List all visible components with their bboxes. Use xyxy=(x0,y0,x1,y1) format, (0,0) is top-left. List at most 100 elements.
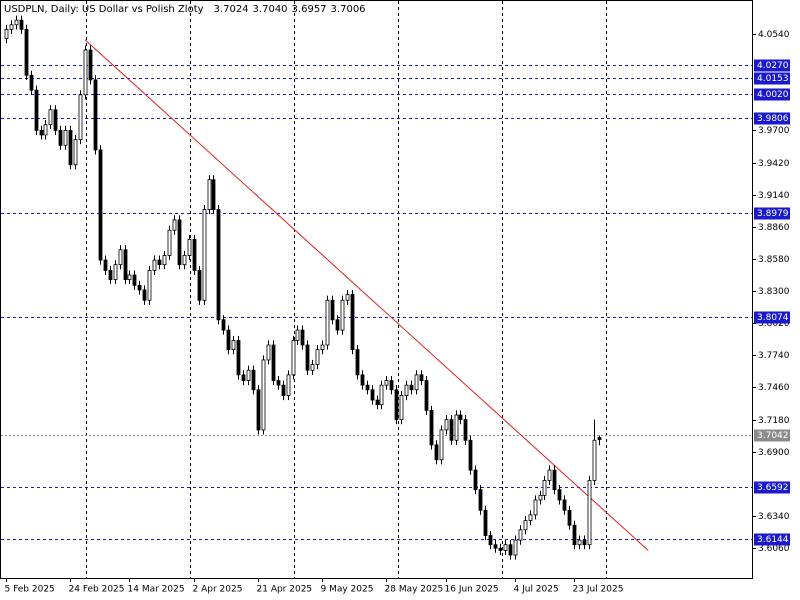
candle-body xyxy=(236,340,241,376)
candle-body xyxy=(523,520,528,531)
ohlc-value: 3.6957 xyxy=(292,4,327,15)
x-tick-label: 9 May 2025 xyxy=(321,585,374,595)
y-tick-label: 3.8580 xyxy=(758,255,790,265)
candle-body xyxy=(365,384,370,391)
candle-body xyxy=(83,49,88,96)
candle-body xyxy=(572,524,577,546)
level-label-bg xyxy=(754,72,790,85)
candle-body xyxy=(429,410,434,446)
candle-body xyxy=(256,389,261,431)
chart-title: USDPLN, Daily: US Dollar vs Polish Zloty… xyxy=(4,4,366,15)
candle-body xyxy=(468,439,473,471)
x-tick-label: 14 Mar 2025 xyxy=(128,585,185,595)
candle-body xyxy=(88,49,93,81)
candle-body xyxy=(226,329,231,351)
candle-body xyxy=(221,319,226,331)
candle-body xyxy=(582,539,587,546)
candle-body xyxy=(394,389,399,421)
symbol-title: USDPLN, Daily: US Dollar vs Polish Zloty xyxy=(4,4,204,15)
y-tick-label: 3.6900 xyxy=(758,448,790,458)
candle-body xyxy=(340,299,345,331)
current-price-bg xyxy=(754,429,790,442)
candle-body xyxy=(197,270,202,301)
candle-body xyxy=(409,384,414,391)
ohlc-value: 3.7024 xyxy=(214,4,249,15)
x-tick-label: 16 Jun 2025 xyxy=(445,585,499,595)
candle-body xyxy=(127,274,132,280)
candle-body xyxy=(68,129,73,166)
candle-body xyxy=(231,340,236,351)
candle-body xyxy=(19,19,24,30)
candle-body xyxy=(404,384,409,396)
candle-body xyxy=(518,529,523,541)
vertical-grid xyxy=(86,1,607,578)
candle-body xyxy=(384,380,389,386)
candle-body xyxy=(202,209,207,301)
candle-body xyxy=(557,489,562,501)
candle-body xyxy=(142,289,147,301)
candle-body xyxy=(315,349,320,365)
candle-body xyxy=(157,259,162,266)
candle-body xyxy=(444,419,449,431)
candle-body xyxy=(547,469,552,481)
level-label-bg xyxy=(754,207,790,220)
candle-body xyxy=(577,539,582,546)
candle-body xyxy=(261,359,266,431)
candle-body xyxy=(29,74,34,91)
y-tick-label: 3.7740 xyxy=(758,351,790,361)
candle-body xyxy=(147,270,152,301)
x-tick-label: 21 Apr 2025 xyxy=(257,585,313,595)
candle-body xyxy=(473,469,478,491)
candle-body xyxy=(24,28,29,76)
level-label-bg xyxy=(754,311,790,324)
y-tick-label: 4.0540 xyxy=(758,30,790,40)
candle-body xyxy=(34,89,39,131)
candle-body xyxy=(552,469,557,491)
candle-body xyxy=(39,129,44,136)
plot-frame xyxy=(0,0,753,579)
candle-body xyxy=(93,79,98,151)
candle-body xyxy=(162,255,167,266)
level-label-bg xyxy=(754,59,790,72)
candle-body xyxy=(345,294,350,301)
candle-body xyxy=(9,24,14,30)
candle-body xyxy=(597,437,602,440)
candle-body xyxy=(538,494,543,501)
candle-body xyxy=(108,270,113,280)
candle-body xyxy=(4,28,9,39)
level-label-bg xyxy=(754,481,790,494)
candle-body xyxy=(167,229,172,256)
candle-body xyxy=(211,179,216,210)
ohlc-value: 3.7006 xyxy=(331,4,366,15)
y-tick-label: 3.7460 xyxy=(758,383,790,393)
candle-body xyxy=(379,384,384,406)
candle-body xyxy=(182,255,187,266)
candle-body xyxy=(454,414,459,441)
candle-body xyxy=(251,369,256,391)
candle-body xyxy=(103,259,108,271)
candle-body xyxy=(325,299,330,346)
candle-body xyxy=(207,179,212,210)
candle-body xyxy=(434,444,439,461)
y-tick-label: 3.8860 xyxy=(758,223,790,233)
y-tick-label: 3.9140 xyxy=(758,191,790,201)
candle-body xyxy=(266,344,271,361)
candle-body xyxy=(488,535,493,546)
candle-body xyxy=(439,429,444,461)
candle-body xyxy=(53,109,58,131)
candle-body xyxy=(43,124,48,136)
candle-body xyxy=(58,129,63,146)
candle-body xyxy=(389,380,394,391)
candle-body xyxy=(177,219,182,266)
candle-body xyxy=(542,480,547,496)
trendline xyxy=(84,39,649,551)
candle-body xyxy=(360,374,365,386)
level-label-bg xyxy=(754,88,790,101)
y-tick-label: 3.7180 xyxy=(758,416,790,426)
candle-body xyxy=(73,139,78,166)
x-tick-label: 5 Feb 2025 xyxy=(5,585,55,595)
candle-body xyxy=(335,319,340,331)
candle-body xyxy=(172,219,177,231)
candle-body xyxy=(493,544,498,549)
